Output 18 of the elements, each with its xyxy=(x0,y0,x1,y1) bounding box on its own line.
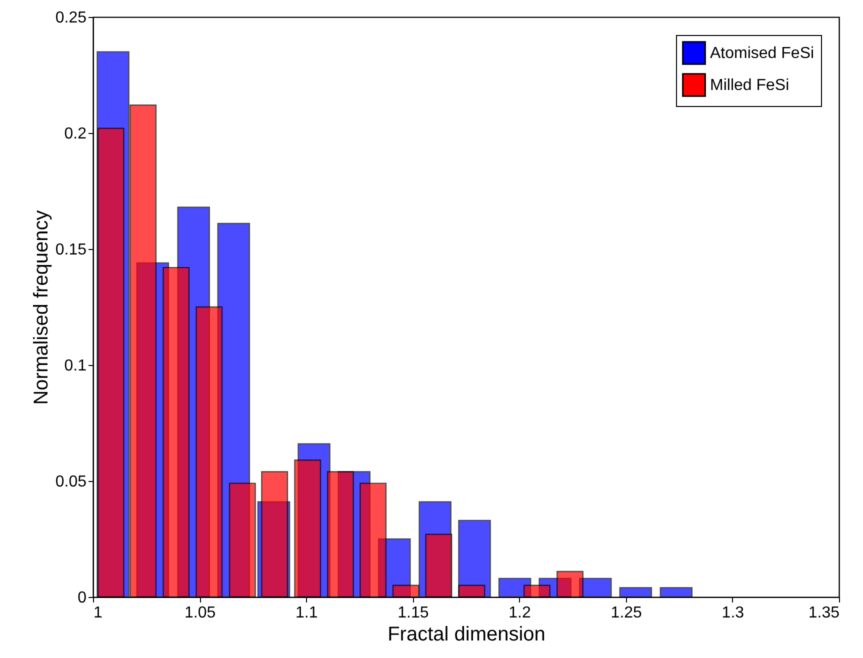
x-axis-title: Fractal dimension xyxy=(388,624,546,646)
legend-label: Atomised FeSi xyxy=(710,45,814,62)
x-tick-label: 1.15 xyxy=(398,604,429,622)
legend-label: Milled FeSi xyxy=(710,77,790,94)
y-tick-label: 0.15 xyxy=(55,242,87,258)
x-tick-label: 1.05 xyxy=(184,604,216,622)
x-tick-label: 1.3 xyxy=(722,604,744,622)
y-axis-title: Normalised frequency xyxy=(30,210,52,405)
y-tick-label: 0 xyxy=(78,590,87,606)
y-tick-label: 0.25 xyxy=(55,10,87,26)
x-tick-label: 1.1 xyxy=(296,604,318,622)
x-tick-label: 1.25 xyxy=(610,604,642,622)
x-tick-label: 1 xyxy=(94,604,102,622)
y-tick-label: 0.2 xyxy=(64,126,87,142)
x-tick-label: 1.2 xyxy=(508,604,532,622)
x-tick-label: 1.35 xyxy=(808,604,840,622)
y-tick-label: 0.05 xyxy=(55,474,87,490)
y-tick-label: 0.1 xyxy=(64,358,87,374)
